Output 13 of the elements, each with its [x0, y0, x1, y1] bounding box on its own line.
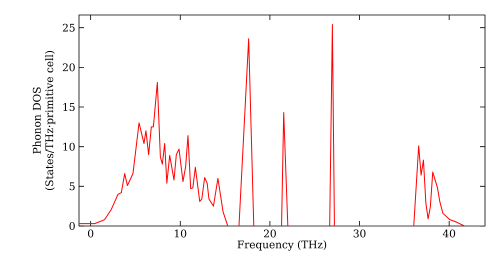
y-tick-label: 15 — [63, 103, 75, 111]
x-tick-label: 0 — [88, 230, 94, 238]
x-tick-label: 10 — [174, 230, 186, 238]
x-tick-label: 30 — [354, 230, 366, 238]
y-tick-label: 0 — [69, 222, 75, 230]
x-axis-title: Frequency (THz) — [238, 240, 326, 251]
y-tick-label: 20 — [62, 63, 75, 72]
y-axis-title: Phonon DOS (States/THz·primitive cell) — [32, 50, 56, 190]
y-tick-label: 25 — [62, 24, 75, 32]
x-tick-label: 20 — [264, 230, 276, 238]
y-tick-label: 5 — [70, 182, 75, 190]
y-tick-label: 10 — [63, 142, 75, 151]
x-tick-label: 40 — [442, 230, 456, 238]
